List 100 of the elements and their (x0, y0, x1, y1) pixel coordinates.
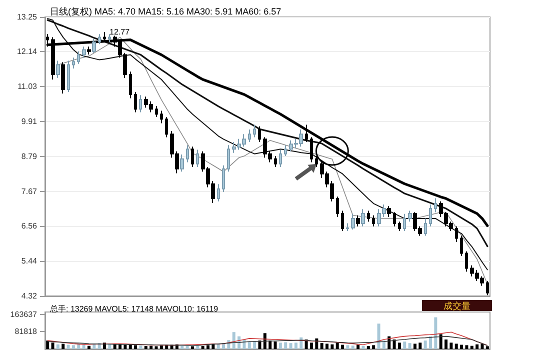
bar (134, 345, 138, 349)
candlestick (139, 94, 142, 113)
candlestick (87, 46, 91, 55)
candlestick (367, 210, 370, 222)
candlestick (465, 250, 468, 272)
candlestick (196, 149, 199, 168)
bar (278, 342, 282, 349)
bar (372, 345, 376, 349)
bar (248, 342, 251, 349)
candlestick (372, 214, 375, 227)
candlestick (486, 280, 489, 296)
bar (470, 346, 474, 349)
bar (351, 346, 354, 349)
bar (408, 343, 412, 349)
candlestick (279, 149, 282, 168)
bar (336, 342, 339, 349)
bar (454, 344, 458, 349)
annotation: 12.77 (110, 27, 130, 36)
bar (346, 345, 350, 349)
bar (476, 344, 479, 349)
bar (460, 344, 464, 349)
bar (418, 342, 422, 349)
candlestick (134, 91, 137, 113)
bar (439, 334, 442, 349)
candlestick (155, 106, 158, 118)
bar (206, 345, 210, 349)
candlestick (227, 144, 230, 172)
bar (403, 342, 406, 349)
bar (315, 338, 318, 349)
candlestick (222, 164, 225, 192)
bar (424, 340, 427, 349)
bar (46, 340, 50, 349)
candlestick (217, 184, 220, 202)
y-tick-label: 163637 (10, 310, 38, 319)
candlestick (180, 154, 184, 172)
candlestick (387, 206, 391, 218)
candlestick (351, 213, 355, 230)
bar (186, 346, 189, 349)
bar (444, 339, 448, 349)
y-tick-label: 12.14 (16, 47, 38, 56)
y-tick-label: 7.67 (21, 186, 38, 196)
bar (154, 346, 158, 349)
candlestick (108, 34, 111, 42)
text: 成交量 (444, 301, 470, 311)
bar (212, 344, 215, 349)
bar (77, 344, 80, 349)
candlestick (67, 60, 70, 92)
bar (366, 346, 370, 349)
bar (326, 344, 329, 349)
chart-title: 日线(复权) MA5: 4.70 MA15: 5.16 MA30: 5.91 MA60: 6.57 (50, 6, 282, 16)
bar (190, 346, 194, 349)
bar (486, 346, 489, 349)
candlestick (403, 213, 406, 232)
bar (139, 346, 142, 349)
candlestick (393, 212, 396, 227)
candlestick (129, 71, 132, 99)
candlestick (341, 210, 344, 232)
bar (160, 346, 163, 349)
candlestick (258, 126, 261, 142)
bar (124, 344, 127, 349)
bar (289, 343, 292, 349)
bar (284, 342, 288, 349)
bar (150, 346, 153, 349)
bar (330, 344, 334, 349)
y-tick-label: 6.56 (21, 222, 38, 231)
candlestick (356, 214, 360, 227)
bar (428, 336, 432, 349)
candlestick (72, 57, 75, 70)
bar (82, 344, 86, 349)
candlestick (429, 204, 432, 227)
candlestick (336, 196, 339, 218)
bar (51, 342, 54, 349)
bar (232, 332, 236, 349)
bar (341, 344, 344, 349)
bar (108, 344, 112, 349)
bar (450, 342, 453, 349)
line-series (47, 336, 488, 346)
candlestick (160, 110, 163, 124)
y-tick-label: 81818 (14, 327, 38, 336)
bar (87, 346, 90, 349)
bar (465, 345, 468, 349)
bar (66, 344, 70, 349)
chart-title: 总手: 13269 MAVOL5: 17148 MAVOL10: 16119 (49, 304, 219, 314)
bar (144, 346, 148, 349)
candlestick (98, 34, 101, 45)
bar (356, 344, 360, 349)
candlestick (56, 60, 60, 78)
bar (434, 317, 438, 349)
y-tick-label: 11.03 (18, 82, 38, 91)
candlestick (408, 210, 412, 222)
bar (294, 342, 298, 349)
bar (201, 346, 204, 349)
bar (480, 344, 484, 349)
candlestick (434, 198, 437, 213)
candlestick (346, 222, 349, 232)
candlestick (77, 50, 80, 64)
y-tick-label: 8.79 (21, 152, 38, 161)
bar (62, 344, 65, 349)
candlestick (61, 62, 65, 94)
bar (377, 324, 380, 349)
